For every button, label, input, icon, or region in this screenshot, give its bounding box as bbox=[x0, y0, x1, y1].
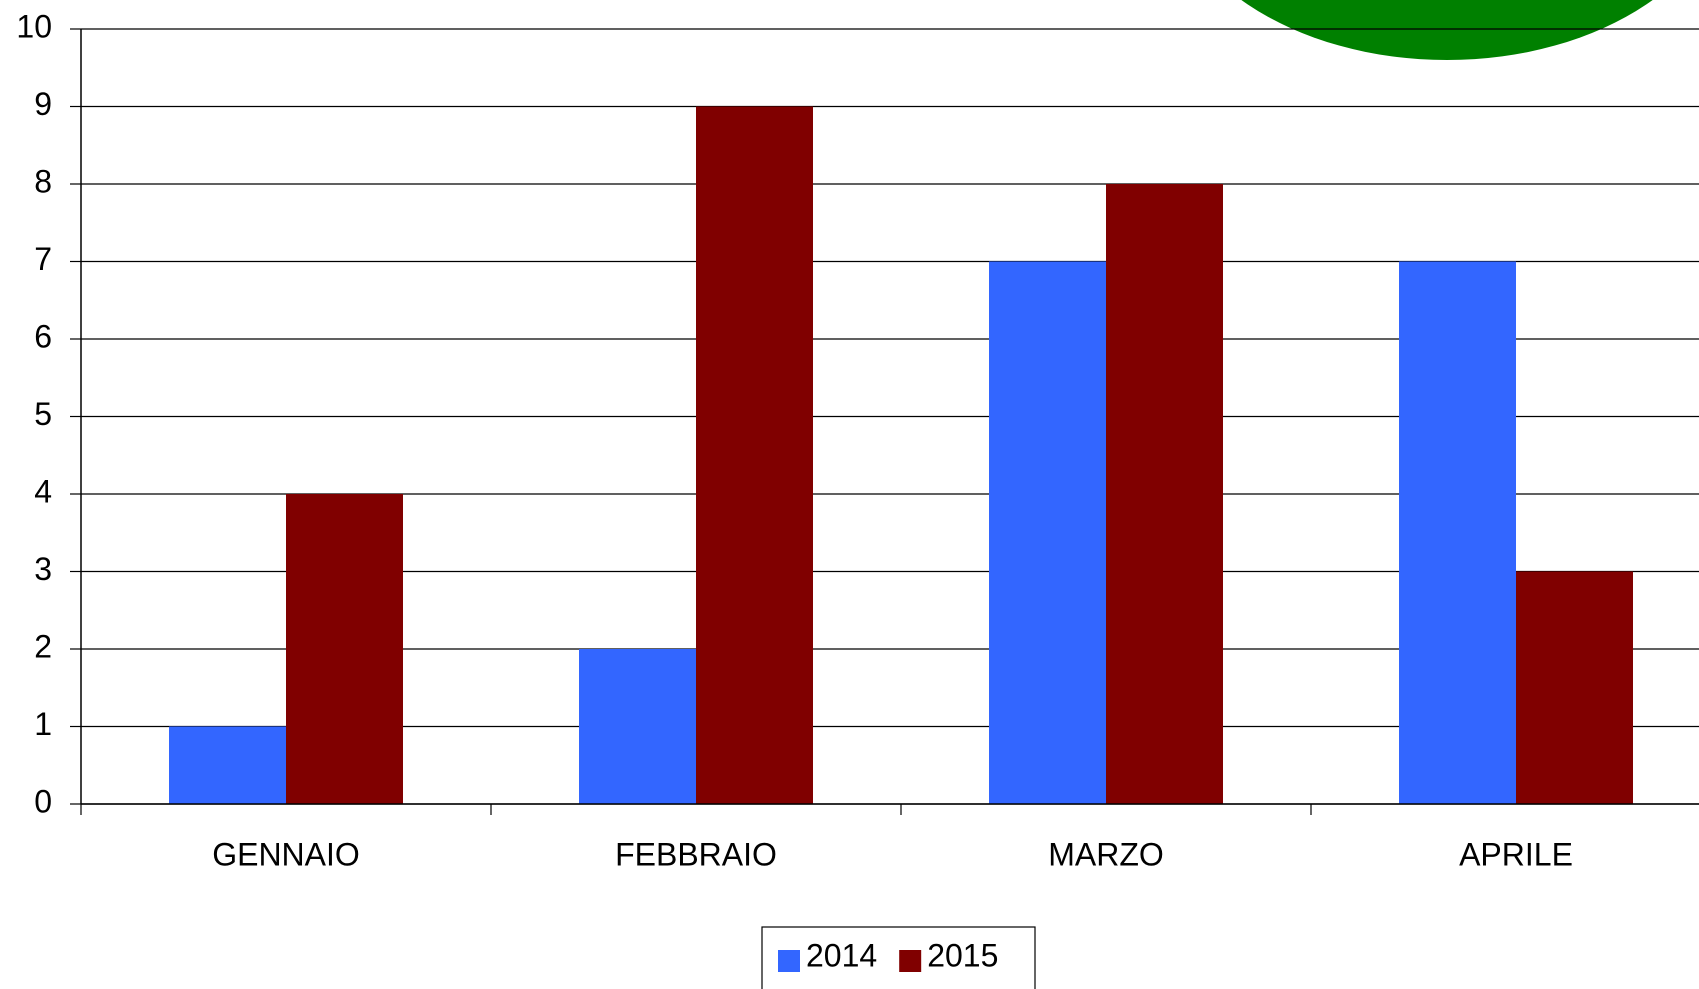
y-tick-label: 10 bbox=[16, 8, 52, 44]
y-tick-label: 3 bbox=[34, 551, 52, 587]
bar bbox=[286, 494, 403, 804]
y-tick-label: 5 bbox=[34, 396, 52, 432]
legend-box bbox=[761, 926, 1036, 989]
y-tick-label: 0 bbox=[34, 783, 52, 819]
bar bbox=[579, 649, 696, 804]
y-tick-label: 2 bbox=[34, 628, 52, 664]
bar bbox=[169, 726, 286, 804]
y-tick-label: 9 bbox=[34, 86, 52, 122]
y-tick-label: 6 bbox=[34, 318, 52, 354]
y-tick-label: 8 bbox=[34, 163, 52, 199]
bar bbox=[989, 261, 1106, 804]
bar bbox=[696, 106, 813, 804]
bar bbox=[1516, 571, 1633, 804]
y-tick-label: 7 bbox=[34, 241, 52, 277]
legend-swatch bbox=[899, 950, 922, 972]
x-tick-label: FEBBRAIO bbox=[615, 836, 777, 872]
y-tick-label: 4 bbox=[34, 473, 52, 509]
x-tick-label: MARZO bbox=[1048, 836, 1164, 872]
legend-label: 2015 bbox=[927, 937, 998, 973]
bar bbox=[1106, 184, 1223, 804]
y-tick-label: 1 bbox=[34, 706, 52, 742]
legend-swatch bbox=[778, 950, 800, 972]
decoration bbox=[1241, 0, 1653, 60]
x-tick-label: APRILE bbox=[1459, 836, 1573, 872]
bar bbox=[1399, 261, 1516, 804]
legend-label: 2014 bbox=[806, 937, 877, 973]
x-tick-label: GENNAIO bbox=[212, 836, 360, 872]
